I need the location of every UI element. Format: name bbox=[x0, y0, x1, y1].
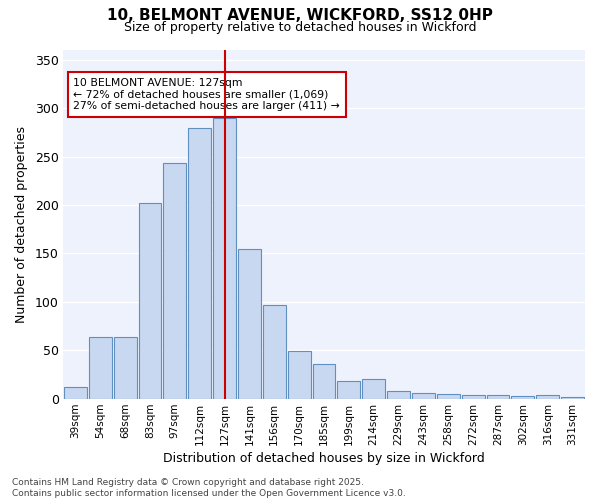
Text: Size of property relative to detached houses in Wickford: Size of property relative to detached ho… bbox=[124, 21, 476, 34]
Bar bbox=[362, 380, 385, 399]
Text: Contains HM Land Registry data © Crown copyright and database right 2025.
Contai: Contains HM Land Registry data © Crown c… bbox=[12, 478, 406, 498]
Bar bbox=[288, 352, 311, 399]
Y-axis label: Number of detached properties: Number of detached properties bbox=[15, 126, 28, 323]
Bar bbox=[337, 382, 360, 399]
Bar bbox=[139, 203, 161, 399]
Text: 10, BELMONT AVENUE, WICKFORD, SS12 0HP: 10, BELMONT AVENUE, WICKFORD, SS12 0HP bbox=[107, 8, 493, 22]
Bar bbox=[213, 118, 236, 399]
Bar bbox=[536, 395, 559, 399]
Bar bbox=[387, 391, 410, 399]
Bar bbox=[487, 395, 509, 399]
Bar bbox=[313, 364, 335, 399]
Bar bbox=[412, 393, 435, 399]
Bar bbox=[511, 396, 534, 399]
Bar bbox=[437, 394, 460, 399]
Text: 10 BELMONT AVENUE: 127sqm
← 72% of detached houses are smaller (1,069)
27% of se: 10 BELMONT AVENUE: 127sqm ← 72% of detac… bbox=[73, 78, 340, 111]
Bar bbox=[163, 164, 186, 399]
Bar bbox=[113, 337, 137, 399]
Bar bbox=[89, 337, 112, 399]
Bar bbox=[238, 248, 261, 399]
Bar bbox=[561, 397, 584, 399]
Bar bbox=[263, 305, 286, 399]
X-axis label: Distribution of detached houses by size in Wickford: Distribution of detached houses by size … bbox=[163, 452, 485, 465]
Bar bbox=[188, 128, 211, 399]
Bar bbox=[64, 387, 87, 399]
Bar bbox=[462, 395, 485, 399]
